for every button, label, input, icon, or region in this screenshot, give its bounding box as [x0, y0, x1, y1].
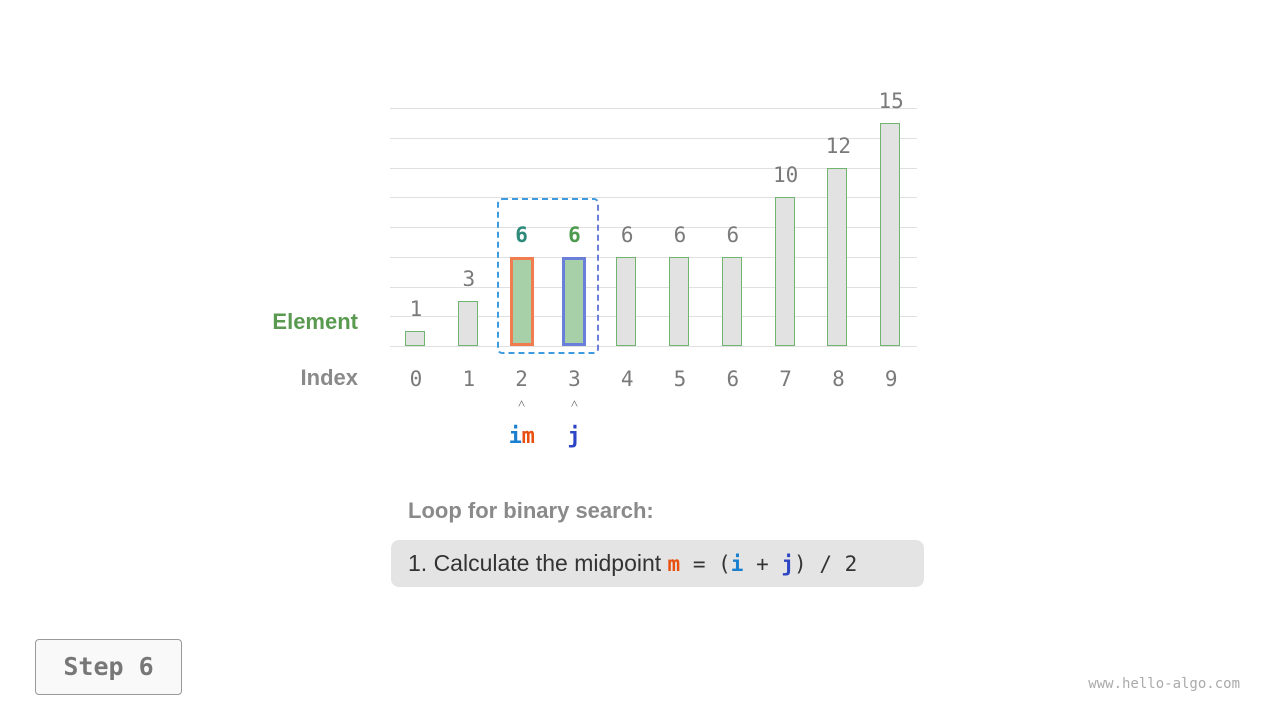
element-row-label: Element	[272, 309, 358, 334]
index-label: 4	[620, 367, 634, 391]
bar	[616, 256, 637, 346]
pointer-m: m	[521, 424, 535, 449]
bar	[405, 331, 425, 346]
index-label: 1	[462, 367, 476, 391]
gridline	[390, 108, 917, 109]
bar	[827, 167, 848, 346]
caption-title: Loop for binary search:	[408, 498, 654, 523]
index-label: 9	[884, 367, 898, 391]
value-label: 6	[673, 222, 687, 247]
value-label: 12	[825, 133, 852, 158]
step-description: 1. Calculate the midpoint m = (i + j) / …	[391, 540, 924, 587]
code-i: i	[730, 552, 744, 576]
search-range-box	[497, 198, 599, 354]
pointer-i: i	[508, 424, 522, 449]
index-label: 7	[779, 367, 792, 391]
index-label: 8	[832, 367, 845, 391]
gridline	[390, 346, 917, 347]
bar	[774, 197, 795, 346]
index-label: 5	[673, 367, 687, 391]
bar	[562, 256, 587, 346]
index-row-label: Index	[300, 365, 358, 390]
step-button[interactable]: Step 6	[35, 639, 182, 695]
index-label: 0	[409, 367, 423, 391]
code-plus: +	[743, 552, 782, 576]
value-label: 6	[620, 222, 634, 247]
bar	[509, 256, 534, 346]
pointer-arrow-icon: ˄	[517, 397, 526, 412]
step-text: 1. Calculate the midpoint	[408, 550, 668, 576]
code-rest: ) / 2	[794, 552, 858, 576]
code-eq: = (	[680, 552, 731, 576]
value-label: 6	[515, 222, 528, 247]
gridline	[390, 227, 917, 228]
gridline	[390, 316, 917, 317]
code-j: j	[781, 552, 795, 576]
value-label: 6	[568, 222, 581, 247]
bar	[721, 256, 742, 346]
gridline	[390, 287, 917, 288]
gridline	[390, 138, 917, 139]
index-label: 3	[568, 367, 581, 391]
value-label: 15	[878, 88, 904, 113]
value-label: 3	[462, 267, 476, 292]
pointer-j: j	[567, 424, 581, 449]
bar	[880, 122, 901, 346]
bar	[669, 256, 689, 346]
index-label: 6	[726, 367, 740, 391]
index-label: 2	[515, 367, 528, 391]
code-m: m	[667, 552, 681, 576]
gridline	[390, 257, 917, 258]
bar	[457, 301, 478, 346]
value-label: 10	[772, 163, 799, 188]
gridline	[390, 197, 917, 198]
gridline	[390, 168, 917, 169]
pointer-arrow-icon: ˄	[570, 397, 579, 412]
watermark: www.hello-algo.com	[1088, 676, 1240, 692]
value-label: 6	[726, 222, 740, 247]
value-label: 1	[409, 297, 423, 322]
